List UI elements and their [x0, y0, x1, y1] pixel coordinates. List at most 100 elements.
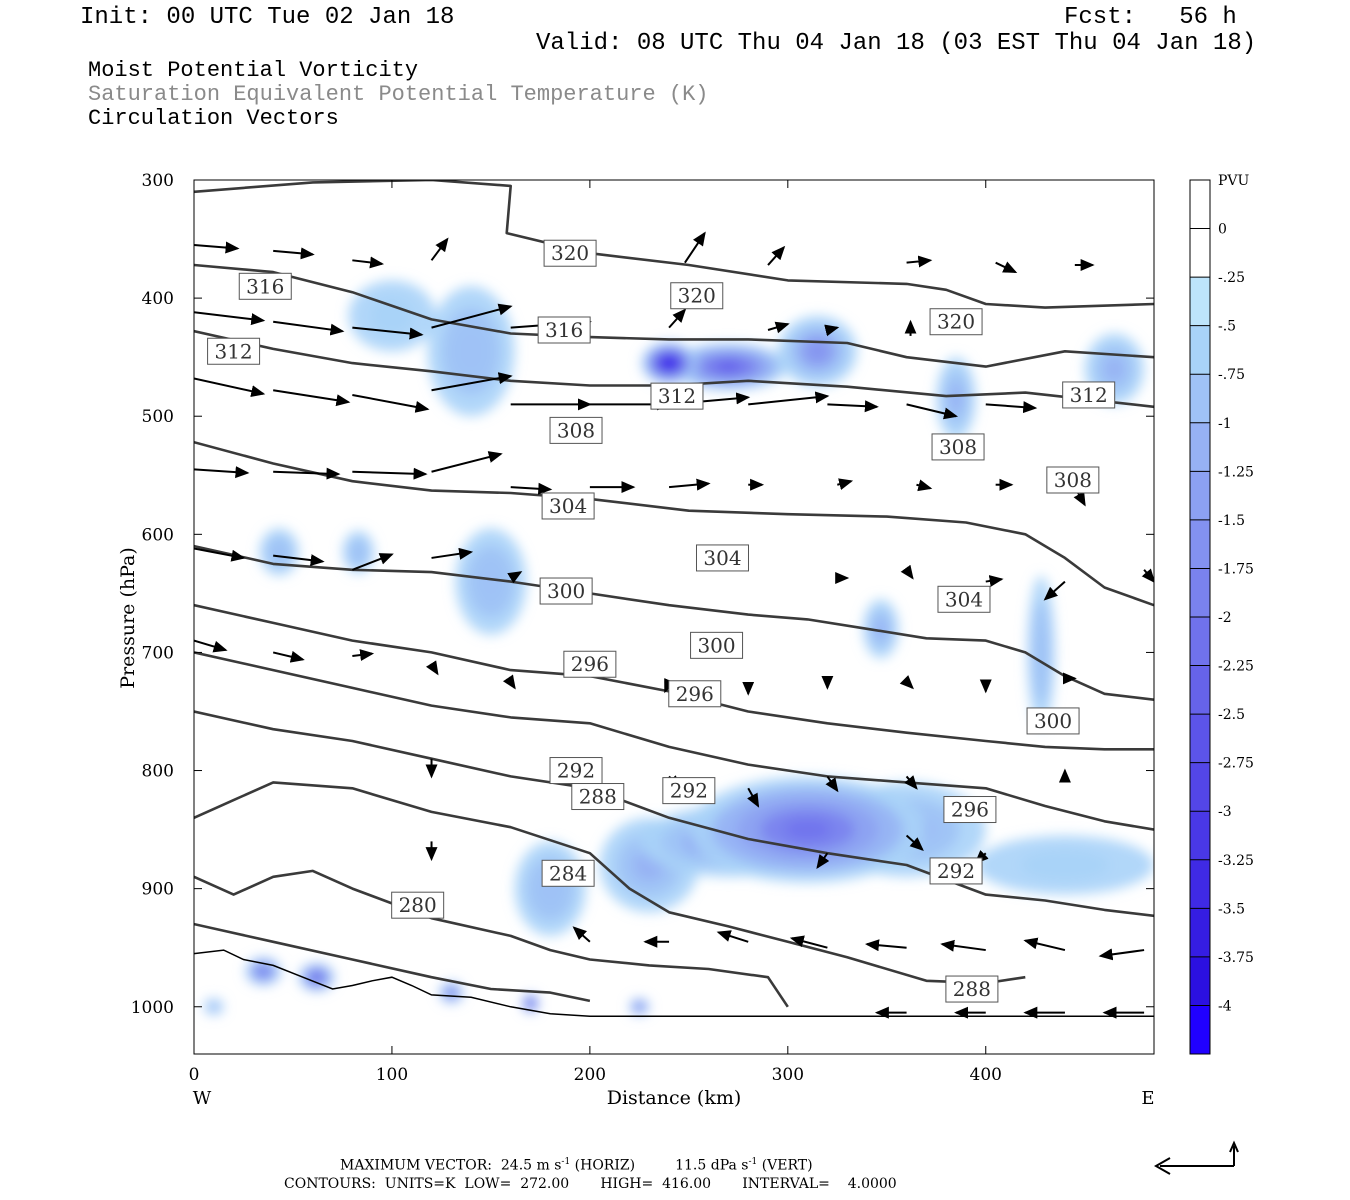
pv-region	[1104, 357, 1125, 381]
circulation-vector	[824, 324, 840, 337]
circulation-vector	[906, 255, 933, 268]
colorbar-swatch	[1190, 422, 1210, 472]
circulation-vector	[273, 247, 315, 260]
terrain-profile	[194, 949, 1154, 1017]
contour-label-box	[1046, 466, 1100, 494]
colorbar-swatch	[1190, 665, 1210, 715]
colorbar-swatch	[1190, 762, 1210, 812]
circulation-vector	[273, 554, 325, 567]
circulation-vectors	[194, 231, 1154, 1019]
circulation-vector	[194, 241, 240, 254]
x-axis-label: Distance (km)	[607, 1087, 742, 1109]
colorbar-label: -1	[1218, 416, 1232, 432]
pv-region	[1020, 850, 1110, 880]
contour-label-316: 316	[246, 274, 284, 298]
isentrope-308	[194, 440, 1154, 607]
contour-label-292: 292	[937, 859, 975, 883]
circulation-vector	[747, 787, 760, 808]
circulation-vector	[431, 547, 474, 560]
contour-labels: 320 320 320 316 316 312 312 312 308 308 308 304 304 3…	[207, 239, 1116, 1003]
circulation-vector	[1043, 580, 1066, 601]
contour-label-box	[539, 577, 593, 605]
circulation-vector	[864, 939, 907, 952]
colorbar: PVU 0 -.25 -.5 -.75 -1 -1.25 -1.5 -1.75 -2 -2.25 -2…	[1189, 173, 1254, 1055]
colorbar-label: -1.25	[1218, 464, 1254, 480]
circulation-vector	[430, 237, 449, 261]
contour-label-308: 308	[939, 435, 977, 459]
circulation-vector	[352, 467, 428, 480]
contour-label-box	[690, 631, 744, 659]
colorbar-label: -2.75	[1218, 756, 1254, 772]
circulation-vector	[502, 674, 516, 690]
contour-label-box	[943, 796, 997, 824]
circulation-vector	[668, 478, 711, 491]
circulation-vector	[916, 479, 933, 492]
circulation-vector	[1098, 948, 1145, 961]
circulation-vector	[510, 482, 553, 495]
circulation-vector	[995, 261, 1018, 274]
pv-region	[448, 990, 454, 995]
pv-region	[370, 298, 414, 334]
colorbar-label: -1.75	[1218, 561, 1254, 577]
contour-label-box	[945, 975, 999, 1003]
contour-label-288: 288	[579, 785, 617, 809]
colorbar-swatch	[1190, 228, 1210, 278]
contour-label-280: 280	[399, 893, 437, 917]
circulation-vector	[273, 467, 341, 480]
colorbar-swatch	[1190, 859, 1210, 909]
x-tick-label: 400	[970, 1065, 1002, 1085]
contour-label-300: 300	[697, 633, 735, 657]
colorbar-swatch	[1190, 617, 1210, 666]
colorbar-label: 0	[1218, 222, 1227, 238]
contour-label-296: 296	[571, 652, 609, 676]
isentrope-312	[194, 329, 1154, 409]
contour-label-box	[670, 282, 724, 310]
pv-region	[529, 1001, 532, 1005]
contour-label-320: 320	[937, 310, 975, 334]
contour-label-box	[1026, 707, 1080, 735]
isentrope-304	[194, 544, 1154, 701]
isentrope-284	[194, 869, 789, 1008]
colorbar-label: -3.5	[1218, 901, 1245, 917]
y-tick-label: 300	[142, 171, 174, 191]
contour-label-box	[541, 492, 595, 520]
circulation-vector	[767, 321, 790, 334]
x-tick-label: 0	[189, 1065, 200, 1085]
axes: 0 100 200 300 400 300 400 500 600 700 800 900 1000	[131, 171, 1154, 1085]
circulation-vector	[272, 650, 305, 663]
contour-label-box	[571, 783, 625, 811]
circulation-vector	[837, 478, 854, 490]
colorbar-unit: PVU	[1218, 173, 1250, 189]
isentrope-288	[194, 781, 1026, 985]
contour-label-304: 304	[549, 494, 587, 518]
circulation-vector	[194, 377, 266, 398]
x-tick-label: 300	[772, 1065, 804, 1085]
circulation-vector	[940, 939, 986, 952]
contour-label-296: 296	[951, 798, 989, 822]
circulation-vector	[767, 245, 786, 266]
circulation-vector	[684, 231, 706, 264]
contour-label-308: 308	[1054, 468, 1092, 492]
reference-vector-icon	[1153, 1140, 1239, 1175]
y-tick-label: 800	[142, 762, 174, 782]
contour-label-296: 296	[676, 682, 714, 706]
circulation-vector	[789, 935, 828, 949]
colorbar-label: -1.5	[1218, 513, 1245, 529]
contour-label-320: 320	[551, 241, 589, 265]
contour-label-box	[695, 544, 749, 572]
circulation-vector	[352, 393, 430, 413]
colorbar-label: -3	[1218, 804, 1232, 820]
colorbar-label: -2	[1218, 610, 1232, 626]
isentrope-300	[194, 603, 1154, 751]
circulation-vector	[985, 401, 1038, 414]
circulation-vector	[194, 466, 250, 479]
circulation-vector	[904, 775, 918, 790]
isentrope-292	[194, 710, 1154, 918]
pv-region	[874, 618, 887, 639]
contour-label-312: 312	[658, 384, 696, 408]
east-label: E	[1141, 1088, 1154, 1109]
y-tick-label: 400	[142, 289, 174, 309]
circulation-vector	[816, 852, 830, 870]
circulation-vector	[273, 320, 345, 336]
